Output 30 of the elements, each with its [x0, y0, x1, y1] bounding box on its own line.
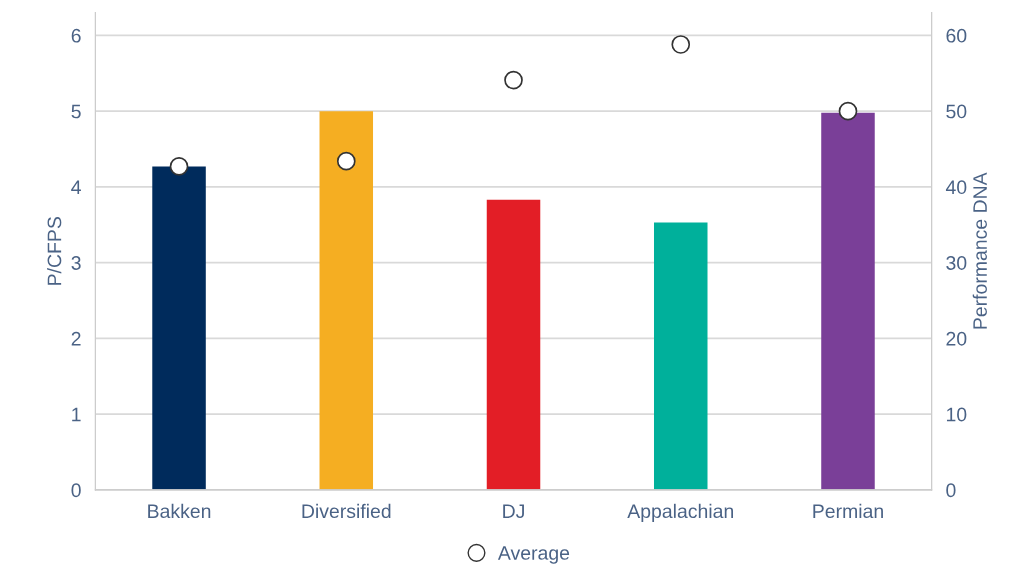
- bar: [821, 112, 875, 490]
- y-axis-title: P/CFPS: [47, 217, 62, 285]
- x-tick-label: Appalachian: [627, 503, 734, 522]
- y-tick-label: 6: [71, 28, 81, 43]
- y-tick-label: 1: [72, 407, 81, 422]
- y-tick-label: 4: [71, 180, 81, 194]
- y-tick-label: 5: [71, 104, 81, 119]
- y2-tick-label: 30: [946, 256, 967, 270]
- point: [336, 151, 356, 171]
- y2-tick-label: 20: [946, 331, 967, 346]
- bar: [152, 166, 206, 490]
- y2-tick-label: 0: [946, 483, 956, 498]
- legend-label: Average: [497, 546, 570, 564]
- y2-tick-label: 50: [946, 104, 967, 119]
- y-tick-label: 3: [71, 256, 81, 270]
- y2-tick-label: 60: [946, 28, 967, 43]
- point: [169, 157, 189, 176]
- y-tick-label: 0: [71, 483, 81, 498]
- bar: [486, 199, 541, 490]
- y2-tick-label: 10: [946, 407, 967, 422]
- x-tick-label: Diversified: [302, 503, 391, 519]
- x-tick-label: Bakken: [148, 503, 211, 519]
- x-tick-label: DJ: [503, 504, 524, 519]
- bar: [653, 222, 708, 490]
- x-tick-label: Permian: [813, 503, 883, 519]
- point: [838, 101, 858, 121]
- bar: [319, 111, 374, 490]
- y-tick-label: 2: [71, 331, 81, 346]
- y2-axis-title: Performance DNA: [972, 172, 987, 329]
- y2-tick-label: 40: [945, 180, 967, 195]
